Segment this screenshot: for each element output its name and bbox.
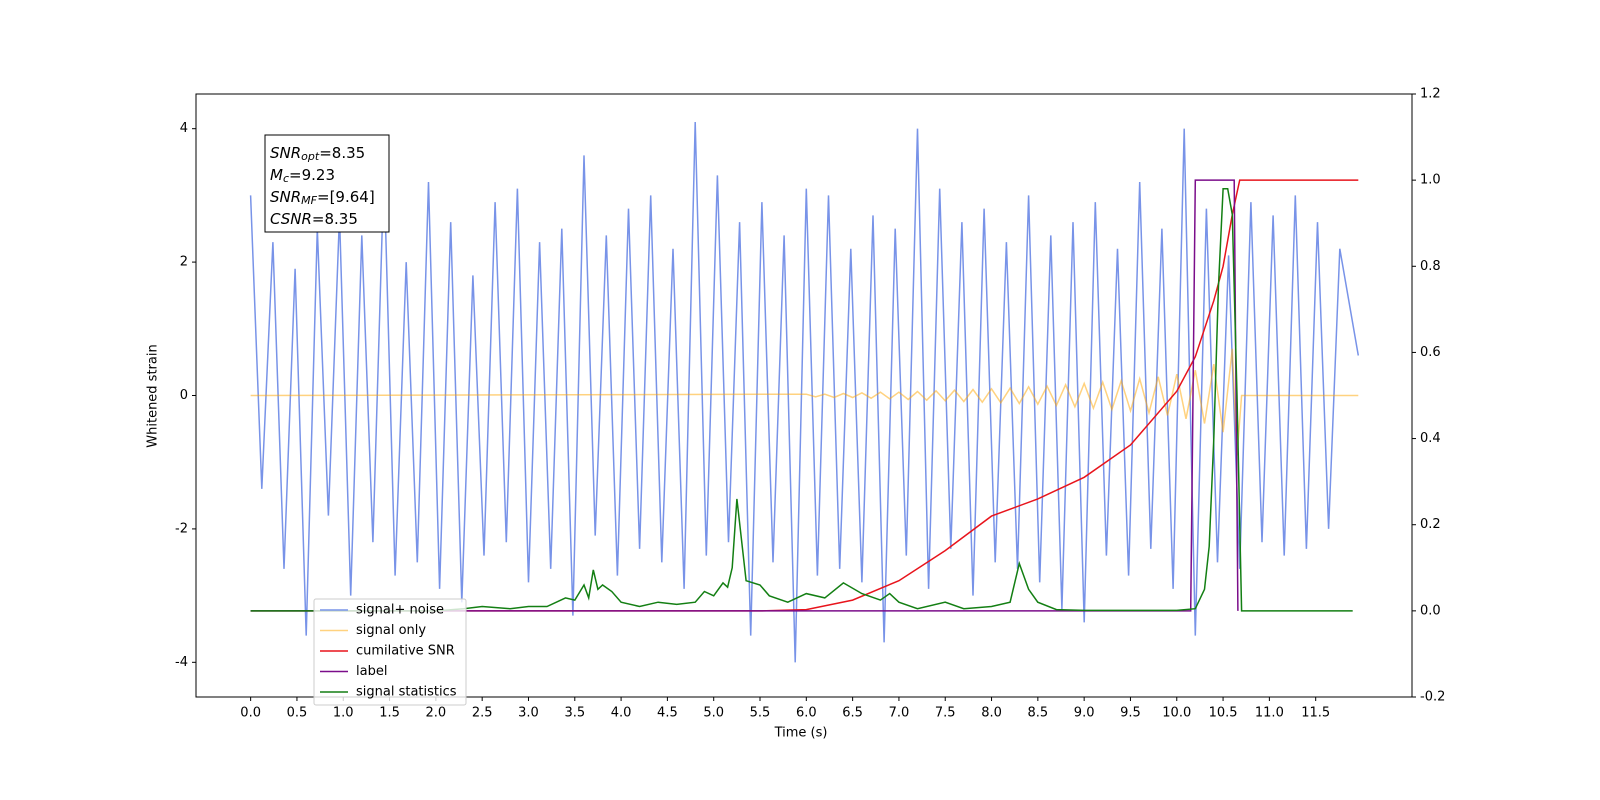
series-line xyxy=(250,348,1359,456)
y2-tick-label: 1.0 xyxy=(1420,173,1441,188)
series-line xyxy=(249,121,1360,663)
x-tick-label: 1.5 xyxy=(379,706,400,721)
y-tick-label: 2 xyxy=(180,255,188,270)
y-tick-label: 4 xyxy=(180,121,188,136)
annotation-symbol: SNR xyxy=(270,188,301,206)
x-tick-label: 8.0 xyxy=(981,706,1002,721)
annotation-value: =[9.64] xyxy=(317,188,375,206)
x-tick-label: 6.0 xyxy=(796,706,817,721)
annotation-subscript: opt xyxy=(301,150,320,163)
annotation-symbol: M xyxy=(270,166,283,184)
x-tick-label: 9.0 xyxy=(1074,706,1095,721)
x-tick-label: 6.5 xyxy=(842,706,863,721)
y2-tick-label: 0.0 xyxy=(1420,603,1441,618)
y-axis-label: Whitened strain xyxy=(146,344,161,447)
x-tick-label: 5.5 xyxy=(750,706,771,721)
y2-tick-label: 0.4 xyxy=(1420,431,1441,446)
y2-tick-label: 0.2 xyxy=(1420,517,1441,532)
x-axis-label: Time (s) xyxy=(774,726,828,741)
x-tick-label: 0.5 xyxy=(287,706,308,721)
annotation-value: =9.23 xyxy=(289,166,335,184)
y-tick-label: -2 xyxy=(175,521,188,536)
annotation-symbol: CSNR xyxy=(270,210,312,228)
x-tick-label: 3.5 xyxy=(564,706,585,721)
annotation: SNRMF=[9.64] xyxy=(270,188,375,208)
x-tick-label: 8.5 xyxy=(1028,706,1049,721)
y2-tick-label: -0.2 xyxy=(1420,690,1445,705)
x-tick-label: 7.5 xyxy=(935,706,956,721)
x-tick-label: 10.0 xyxy=(1162,706,1191,721)
annotation-value: =8.35 xyxy=(319,144,365,162)
series-line xyxy=(250,179,1359,612)
x-tick-label: 4.0 xyxy=(611,706,632,721)
annotation-symbol: SNR xyxy=(270,144,301,162)
x-tick-label: 10.5 xyxy=(1209,706,1238,721)
x-tick-label: 3.0 xyxy=(518,706,539,721)
x-tick-label: 4.5 xyxy=(657,706,678,721)
y-tick-label: 0 xyxy=(180,388,188,403)
annotation: CSNR=8.35 xyxy=(270,210,358,228)
annotation-box xyxy=(264,134,390,233)
legend-label: signal statistics xyxy=(356,685,457,700)
x-tick-label: 11.5 xyxy=(1301,706,1330,721)
x-tick-label: 2.5 xyxy=(472,706,493,721)
y2-tick-label: 1.2 xyxy=(1420,87,1441,102)
x-tick-label: 0.0 xyxy=(240,706,261,721)
series-line xyxy=(250,188,1353,612)
annotation-value: =8.35 xyxy=(312,210,358,228)
y2-tick-label: 0.8 xyxy=(1420,259,1441,274)
legend-label: signal+ noise xyxy=(356,603,444,618)
legend-box xyxy=(313,598,467,706)
x-tick-label: 1.0 xyxy=(333,706,354,721)
legend-label: label xyxy=(356,664,387,679)
annotation-subscript: c xyxy=(283,172,289,185)
x-tick-label: 11.0 xyxy=(1255,706,1284,721)
x-tick-label: 9.5 xyxy=(1120,706,1141,721)
x-tick-label: 5.0 xyxy=(703,706,724,721)
x-tick-label: 2.0 xyxy=(426,706,447,721)
annotation-subscript: MF xyxy=(301,194,317,207)
annotation: Mc=9.23 xyxy=(270,166,335,186)
y-tick-label: -4 xyxy=(175,655,188,670)
x-tick-label: 7.0 xyxy=(889,706,910,721)
annotation: SNRopt=8.35 xyxy=(270,144,365,164)
legend-label: signal only xyxy=(356,623,426,638)
legend-label: cumilative SNR xyxy=(356,644,455,659)
y2-tick-label: 0.6 xyxy=(1420,345,1441,360)
